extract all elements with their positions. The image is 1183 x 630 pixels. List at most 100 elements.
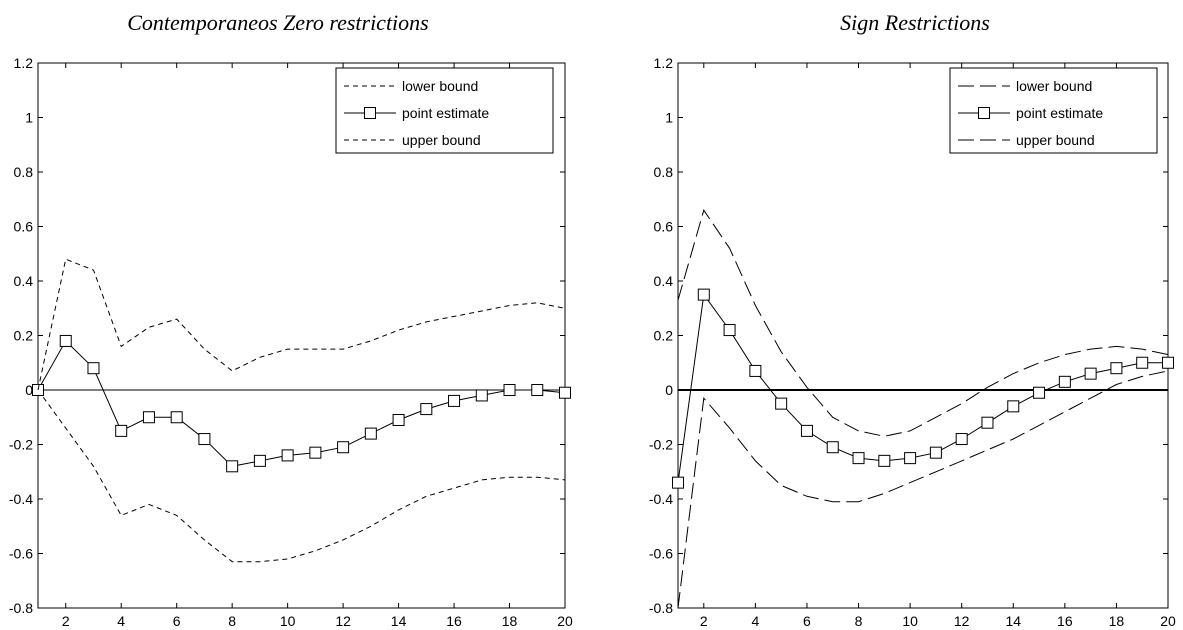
x-tick-label: 4 <box>751 613 759 629</box>
x-tick-label: 10 <box>902 613 918 629</box>
y-tick-label: 0.6 <box>654 219 674 235</box>
legend-marker <box>364 107 376 119</box>
x-tick-label: 18 <box>502 613 518 629</box>
x-tick-label: 14 <box>391 613 407 629</box>
plot-frame <box>677 62 1169 609</box>
y-tick-label: 1.2 <box>654 55 674 71</box>
y-tick-label: -0.2 <box>649 437 673 453</box>
data-point-marker <box>852 452 865 465</box>
series-line-lower-bound <box>37 389 566 563</box>
plot-frame <box>37 62 566 609</box>
data-point-marker <box>170 411 183 424</box>
y-tick-label: 0.4 <box>14 273 34 289</box>
y-tick-label: 0 <box>25 382 33 398</box>
legend-label: upper bound <box>402 132 481 148</box>
x-tick-label: 2 <box>700 613 708 629</box>
legend-label: point estimate <box>402 105 489 121</box>
y-tick-label: 0.6 <box>14 219 34 235</box>
data-point-marker <box>531 384 544 396</box>
x-tick-label: 8 <box>228 613 236 629</box>
data-point-marker <box>87 362 100 375</box>
y-tick-label: -0.6 <box>9 546 33 562</box>
y-tick-label: 1 <box>665 110 673 126</box>
y-tick-label: 1 <box>25 110 33 126</box>
data-point-marker <box>392 413 405 426</box>
y-tick-label: 0 <box>665 382 673 398</box>
data-point-marker <box>1007 400 1020 413</box>
data-point-marker <box>281 449 294 462</box>
x-tick-label: 16 <box>446 613 462 629</box>
data-point-marker <box>1110 362 1123 375</box>
legend-marker <box>978 107 990 119</box>
x-tick-label: 4 <box>117 613 125 629</box>
data-point-marker <box>198 433 211 446</box>
data-point-marker <box>800 424 813 437</box>
series-line-upper-bound <box>677 209 1169 437</box>
x-tick-label: 12 <box>335 613 351 629</box>
legend: lower bound point estimate upper bound <box>949 67 1158 154</box>
data-point-marker <box>420 403 433 416</box>
y-tick-label: -0.6 <box>649 546 673 562</box>
y-tick-label: 0.4 <box>654 273 674 289</box>
data-point-marker <box>448 394 461 407</box>
data-point-marker <box>1033 386 1046 399</box>
x-tick-label: 8 <box>855 613 863 629</box>
data-point-marker <box>981 416 994 429</box>
data-point-marker <box>559 386 571 399</box>
legend-label: lower bound <box>1016 78 1092 94</box>
data-point-marker <box>503 384 516 396</box>
x-tick-label: 14 <box>1005 613 1021 629</box>
plot-panel-1: 1.2 1 0.8 0.6 0.4 0.2 0 -0.2 -0.4 -0.6 -0.8 2 4 6 8 10 1… <box>9 55 573 629</box>
x-tick-label: 20 <box>557 613 573 629</box>
data-point-marker <box>749 364 762 377</box>
x-tick-label: 20 <box>1160 613 1176 629</box>
plot-panel-2: 1.2 1 0.8 0.6 0.4 0.2 0 -0.2 -0.4 -0.6 -0.8 2 4 6 8 10 1… <box>649 55 1176 629</box>
legend-label: lower bound <box>402 78 478 94</box>
data-point-marker <box>253 454 266 467</box>
y-tick-label: 0.2 <box>14 328 34 344</box>
data-point-marker <box>337 441 350 454</box>
x-tick-label: 6 <box>173 613 181 629</box>
data-point-marker <box>826 441 839 454</box>
x-tick-label: 6 <box>803 613 811 629</box>
data-point-marker <box>1136 356 1149 369</box>
chart-title-left: Contemporaneos Zero restrictions <box>127 10 429 35</box>
x-tick-label: 12 <box>954 613 970 629</box>
chart-title-right: Sign Restrictions <box>840 10 990 35</box>
data-point-marker <box>364 427 377 440</box>
data-point-marker <box>929 446 942 459</box>
legend-label: point estimate <box>1016 105 1103 121</box>
y-tick-label: -0.4 <box>9 491 33 507</box>
data-point-marker <box>1162 356 1174 369</box>
data-point-marker <box>115 424 128 437</box>
x-tick-label: 16 <box>1057 613 1073 629</box>
legend: lower bound point estimate upper bound <box>335 67 554 154</box>
legend-label: upper bound <box>1016 132 1095 148</box>
data-point-marker <box>697 288 710 301</box>
data-point-marker <box>1058 375 1071 388</box>
y-tick-label: 0.2 <box>654 328 674 344</box>
y-tick-label: -0.8 <box>9 600 33 616</box>
x-tick-label: 10 <box>280 613 296 629</box>
data-point-marker <box>226 460 239 473</box>
y-tick-label: 1.2 <box>14 55 34 71</box>
data-point-marker <box>142 411 155 424</box>
y-tick-label: 0.8 <box>654 164 674 180</box>
data-point-marker <box>878 454 891 467</box>
x-tick-label: 2 <box>62 613 70 629</box>
data-point-marker <box>59 334 72 347</box>
x-tick-label: 18 <box>1109 613 1125 629</box>
data-point-marker <box>475 389 488 402</box>
data-point-marker <box>672 476 684 489</box>
y-tick-label: -0.8 <box>649 600 673 616</box>
series-line-lower-bound <box>677 370 1169 609</box>
data-point-marker <box>955 433 968 446</box>
data-point-marker <box>775 397 788 410</box>
y-tick-label: -0.4 <box>649 491 673 507</box>
data-point-marker <box>309 446 322 459</box>
y-tick-label: 0.8 <box>14 164 34 180</box>
y-tick-label: -0.2 <box>9 437 33 453</box>
data-point-marker <box>1084 367 1097 380</box>
data-point-marker <box>904 452 917 465</box>
